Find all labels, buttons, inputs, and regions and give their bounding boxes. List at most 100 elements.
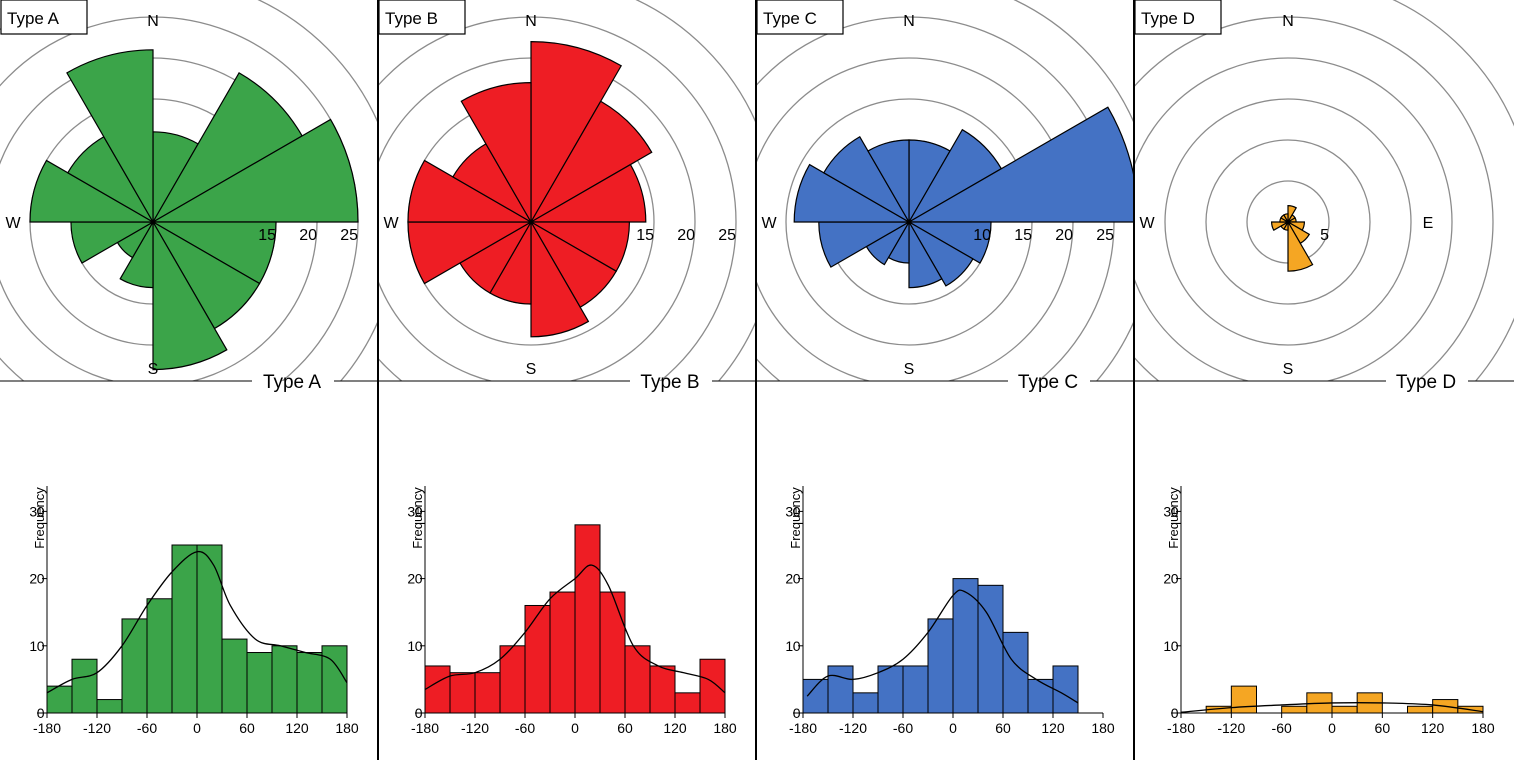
y-tick-label: 30 — [1163, 503, 1178, 519]
histogram-bar — [852, 692, 879, 714]
histogram-bar — [321, 645, 348, 714]
rose-wedge — [906, 221, 992, 264]
histogram-bar — [296, 652, 323, 714]
section-title: Type B — [640, 372, 699, 393]
histogram-bar — [96, 699, 123, 714]
rose-wedge — [822, 135, 911, 224]
rose-wedge — [1287, 219, 1314, 272]
histogram-panel-2: 0 10 20 30 -180 -120 -60 0 60 120 180 Frequency — [407, 486, 737, 736]
direction-label-n: N — [903, 13, 915, 30]
x-tick-label: 60 — [239, 720, 255, 736]
histogram-bar — [952, 578, 979, 714]
rose-radial-label: 15 — [636, 227, 654, 244]
rose-radial-label: 25 — [340, 227, 358, 244]
section-title: Type A — [263, 372, 321, 393]
rose-wedge — [793, 163, 912, 223]
histogram-bar — [624, 645, 651, 714]
kde-curve — [424, 564, 726, 694]
section-title: Type D — [1396, 372, 1456, 393]
panel-tag-label: Type A — [7, 9, 60, 28]
direction-label-w: W — [383, 215, 399, 232]
rose-panel-1: 15 20 25 N S W Type A Type A — [0, 0, 378, 393]
rose-wedge — [529, 100, 653, 224]
direction-label-w: W — [761, 215, 777, 232]
y-tick-label: 30 — [785, 503, 800, 519]
rose-wedge — [151, 72, 303, 224]
y-tick-label: 20 — [1163, 571, 1178, 587]
panel-tag-label: Type B — [385, 9, 438, 28]
rose-ring — [1134, 57, 1453, 381]
rose-plot-area — [756, 0, 1134, 381]
x-tick-label: -120 — [839, 720, 867, 736]
direction-label-w: W — [5, 215, 21, 232]
direction-label-n: N — [1282, 13, 1294, 30]
x-tick-label: -180 — [411, 720, 439, 736]
rose-wedge — [530, 219, 590, 338]
x-tick-label: -180 — [789, 720, 817, 736]
rose-wedge — [1283, 213, 1289, 225]
y-tick-label: 0 — [415, 705, 423, 721]
histogram-bar — [877, 665, 904, 714]
direction-label-s: S — [148, 361, 159, 378]
direction-label-s: S — [526, 361, 537, 378]
histogram-bar — [449, 672, 476, 714]
histogram-bar — [171, 544, 198, 714]
x-tick-label: -120 — [461, 720, 489, 736]
x-tick-label: 60 — [1375, 720, 1391, 736]
y-tick-label: 10 — [785, 638, 800, 654]
y-tick-label: 20 — [407, 571, 422, 587]
y-axis-label: Frequency — [1166, 487, 1181, 549]
rose-wedge — [119, 219, 154, 289]
y-tick-label: 20 — [785, 571, 800, 587]
histogram-bar — [599, 591, 626, 714]
panel-tag-box — [0, 0, 88, 35]
rose-wedge — [66, 49, 154, 225]
x-tick-label: 120 — [1421, 720, 1445, 736]
rose-ring — [1205, 139, 1371, 305]
rose-wedge — [29, 159, 156, 223]
x-tick-label: 180 — [335, 720, 359, 736]
histogram-bar — [121, 618, 148, 714]
rose-wedge — [906, 106, 1134, 223]
histogram-bar — [1230, 685, 1258, 714]
rose-radial-label: 15 — [1014, 227, 1032, 244]
rose-wedge — [907, 220, 974, 287]
rose-wedge — [1270, 221, 1291, 232]
x-tick-label: 120 — [1041, 720, 1065, 736]
panel-tag-label: Type D — [1141, 9, 1195, 28]
rose-radial-label: 5 — [1320, 227, 1329, 244]
x-tick-label: 180 — [1091, 720, 1115, 736]
y-tick-label: 10 — [29, 638, 44, 654]
x-tick-label: -60 — [1272, 720, 1292, 736]
rose-plot-area — [1134, 0, 1514, 381]
x-tick-label: -180 — [1167, 720, 1195, 736]
histogram-bar — [902, 665, 929, 714]
direction-label-e: E — [1423, 215, 1434, 232]
x-tick-label: 60 — [995, 720, 1011, 736]
x-tick-label: 120 — [285, 720, 309, 736]
rose-ring — [1134, 16, 1494, 381]
x-tick-label: -120 — [83, 720, 111, 736]
histogram-bar — [271, 645, 298, 714]
y-tick-label: 30 — [29, 503, 44, 519]
rose-wedge — [460, 81, 532, 225]
histogram-bar — [1002, 631, 1029, 714]
rose-wedge — [407, 159, 534, 223]
kde-curve — [806, 589, 1079, 704]
kde-curve — [1180, 702, 1484, 713]
histogram-bar — [221, 638, 248, 714]
histogram-bar — [1027, 678, 1054, 714]
y-tick-label: 0 — [1171, 705, 1179, 721]
histogram-panel-1: 0 10 20 30 -180 -120 -60 0 60 120 180 Frequency — [29, 486, 359, 736]
x-tick-label: 120 — [663, 720, 687, 736]
rose-radial-label: 15 — [258, 227, 276, 244]
y-tick-label: 10 — [1163, 638, 1178, 654]
x-tick-label: -60 — [893, 720, 913, 736]
histogram-panel-3: 0 10 20 30 -180 -120 -60 0 60 120 180 Frequency — [785, 486, 1115, 736]
histogram-bar — [977, 584, 1004, 714]
rose-ring — [378, 16, 737, 381]
x-tick-label: -180 — [33, 720, 61, 736]
histogram-bar — [927, 618, 954, 714]
x-tick-label: -120 — [1217, 720, 1245, 736]
